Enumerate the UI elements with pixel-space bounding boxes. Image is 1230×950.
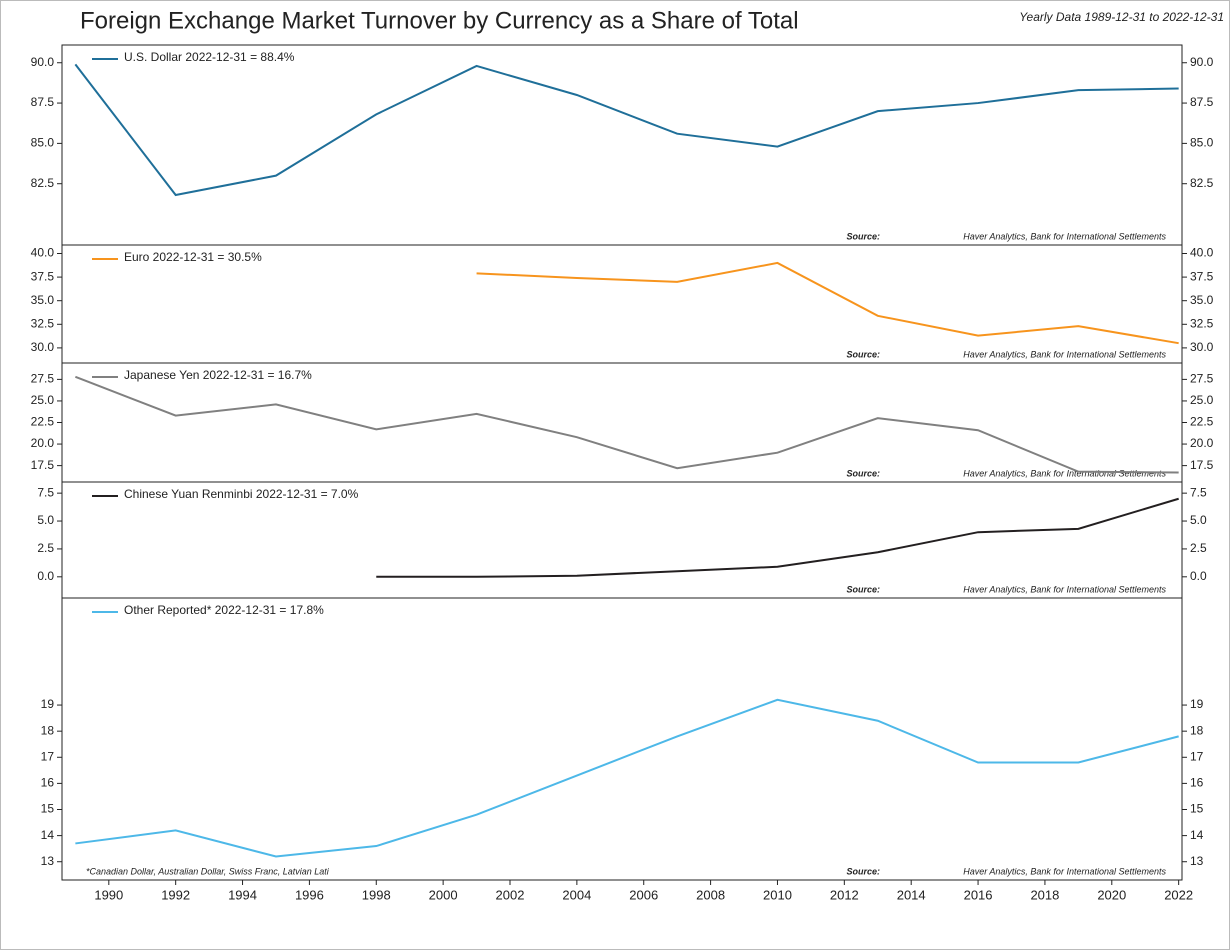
x-tick-label: 2018 xyxy=(1030,887,1059,902)
source-label: Source: xyxy=(846,231,880,241)
y2-tick-label: 25.0 xyxy=(1190,393,1214,407)
chart-title: Foreign Exchange Market Turnover by Curr… xyxy=(80,7,799,34)
y2-tick-label: 15 xyxy=(1190,802,1204,816)
chart-subtitle: Yearly Data 1989-12-31 to 2022-12-31 xyxy=(1019,10,1224,24)
x-tick-label: 1992 xyxy=(161,887,190,902)
source-label: Source: xyxy=(846,866,880,876)
y-tick-label: 18 xyxy=(41,723,55,737)
source-label: Source: xyxy=(846,584,880,594)
source-text: Haver Analytics, Bank for International … xyxy=(963,349,1166,359)
y-tick-label: 37.5 xyxy=(31,269,55,283)
x-tick-label: 2014 xyxy=(897,887,926,902)
y2-tick-label: 13 xyxy=(1190,854,1204,868)
source-text: Haver Analytics, Bank for International … xyxy=(963,468,1166,478)
y2-tick-label: 40.0 xyxy=(1190,246,1214,260)
y-tick-label: 19 xyxy=(41,697,55,711)
series-line xyxy=(476,261,1179,345)
y-tick-label: 13 xyxy=(41,854,55,868)
x-tick-label: 2022 xyxy=(1164,887,1193,902)
source-label: Source: xyxy=(846,468,880,478)
y-tick-label: 14 xyxy=(41,828,55,842)
source-label: Source: xyxy=(846,349,880,359)
y2-tick-label: 90.0 xyxy=(1190,55,1214,69)
x-tick-label: 2012 xyxy=(830,887,859,902)
y2-tick-label: 7.5 xyxy=(1190,485,1207,499)
x-tick-label: 2000 xyxy=(429,887,458,902)
y-tick-label: 90.0 xyxy=(31,55,55,69)
x-tick-label: 2020 xyxy=(1097,887,1126,902)
x-tick-label: 1996 xyxy=(295,887,324,902)
x-tick-label: 2008 xyxy=(696,887,725,902)
y2-tick-label: 87.5 xyxy=(1190,95,1214,109)
y-tick-label: 17 xyxy=(41,749,55,763)
panel-frame xyxy=(61,597,1183,881)
y2-tick-label: 22.5 xyxy=(1190,415,1214,429)
y-tick-label: 2.5 xyxy=(37,541,54,555)
y-tick-label: 27.5 xyxy=(31,372,55,386)
x-tick-label: 1998 xyxy=(362,887,391,902)
y2-tick-label: 14 xyxy=(1190,828,1204,842)
y-tick-label: 5.0 xyxy=(37,513,54,527)
y-tick-label: 7.5 xyxy=(37,485,54,499)
x-tick-label: 2010 xyxy=(763,887,792,902)
x-tick-label: 2004 xyxy=(562,887,591,902)
y2-tick-label: 2.5 xyxy=(1190,541,1207,555)
y-tick-label: 20.0 xyxy=(31,436,55,450)
x-tick-label: 1990 xyxy=(94,887,123,902)
y2-tick-label: 82.5 xyxy=(1190,176,1214,190)
y-tick-label: 25.0 xyxy=(31,393,55,407)
legend-label: Japanese Yen 2022-12-31 = 16.7% xyxy=(124,368,312,382)
footnote: *Canadian Dollar, Australian Dollar, Swi… xyxy=(86,866,330,876)
source-text: Haver Analytics, Bank for International … xyxy=(963,231,1166,241)
y-tick-label: 17.5 xyxy=(31,458,55,472)
legend-label: Chinese Yuan Renminbi 2022-12-31 = 7.0% xyxy=(124,487,359,501)
y-tick-label: 0.0 xyxy=(37,569,54,583)
y2-tick-label: 0.0 xyxy=(1190,569,1207,583)
y2-tick-label: 20.0 xyxy=(1190,436,1214,450)
y2-tick-label: 17 xyxy=(1190,749,1204,763)
y2-tick-label: 85.0 xyxy=(1190,136,1214,150)
y2-tick-label: 16 xyxy=(1190,776,1204,790)
legend-label: U.S. Dollar 2022-12-31 = 88.4% xyxy=(124,50,295,64)
y2-tick-label: 37.5 xyxy=(1190,269,1214,283)
x-tick-label: 2016 xyxy=(964,887,993,902)
y2-tick-label: 17.5 xyxy=(1190,458,1214,472)
x-tick-label: 1994 xyxy=(228,887,257,902)
source-text: Haver Analytics, Bank for International … xyxy=(963,866,1166,876)
y2-tick-label: 27.5 xyxy=(1190,372,1214,386)
y-tick-label: 82.5 xyxy=(31,176,55,190)
y2-tick-label: 35.0 xyxy=(1190,293,1214,307)
y-tick-label: 85.0 xyxy=(31,136,55,150)
source-text: Haver Analytics, Bank for International … xyxy=(963,584,1166,594)
x-tick-label: 2002 xyxy=(496,887,525,902)
y2-tick-label: 32.5 xyxy=(1190,316,1214,330)
y2-tick-label: 18 xyxy=(1190,723,1204,737)
y-tick-label: 15 xyxy=(41,802,55,816)
y-tick-label: 22.5 xyxy=(31,415,55,429)
series-line xyxy=(75,375,1179,474)
legend-label: Euro 2022-12-31 = 30.5% xyxy=(124,250,262,264)
y2-tick-label: 30.0 xyxy=(1190,340,1214,354)
x-tick-label: 2006 xyxy=(629,887,658,902)
series-line xyxy=(376,497,1179,578)
y-tick-label: 35.0 xyxy=(31,293,55,307)
y2-tick-label: 19 xyxy=(1190,697,1204,711)
y-tick-label: 40.0 xyxy=(31,246,55,260)
y-tick-label: 16 xyxy=(41,776,55,790)
y-tick-label: 32.5 xyxy=(31,316,55,330)
y-tick-label: 87.5 xyxy=(31,95,55,109)
y-tick-label: 30.0 xyxy=(31,340,55,354)
series-line xyxy=(75,698,1179,858)
legend-label: Other Reported* 2022-12-31 = 17.8% xyxy=(124,603,324,617)
y2-tick-label: 5.0 xyxy=(1190,513,1207,527)
series-line xyxy=(74,63,1179,197)
